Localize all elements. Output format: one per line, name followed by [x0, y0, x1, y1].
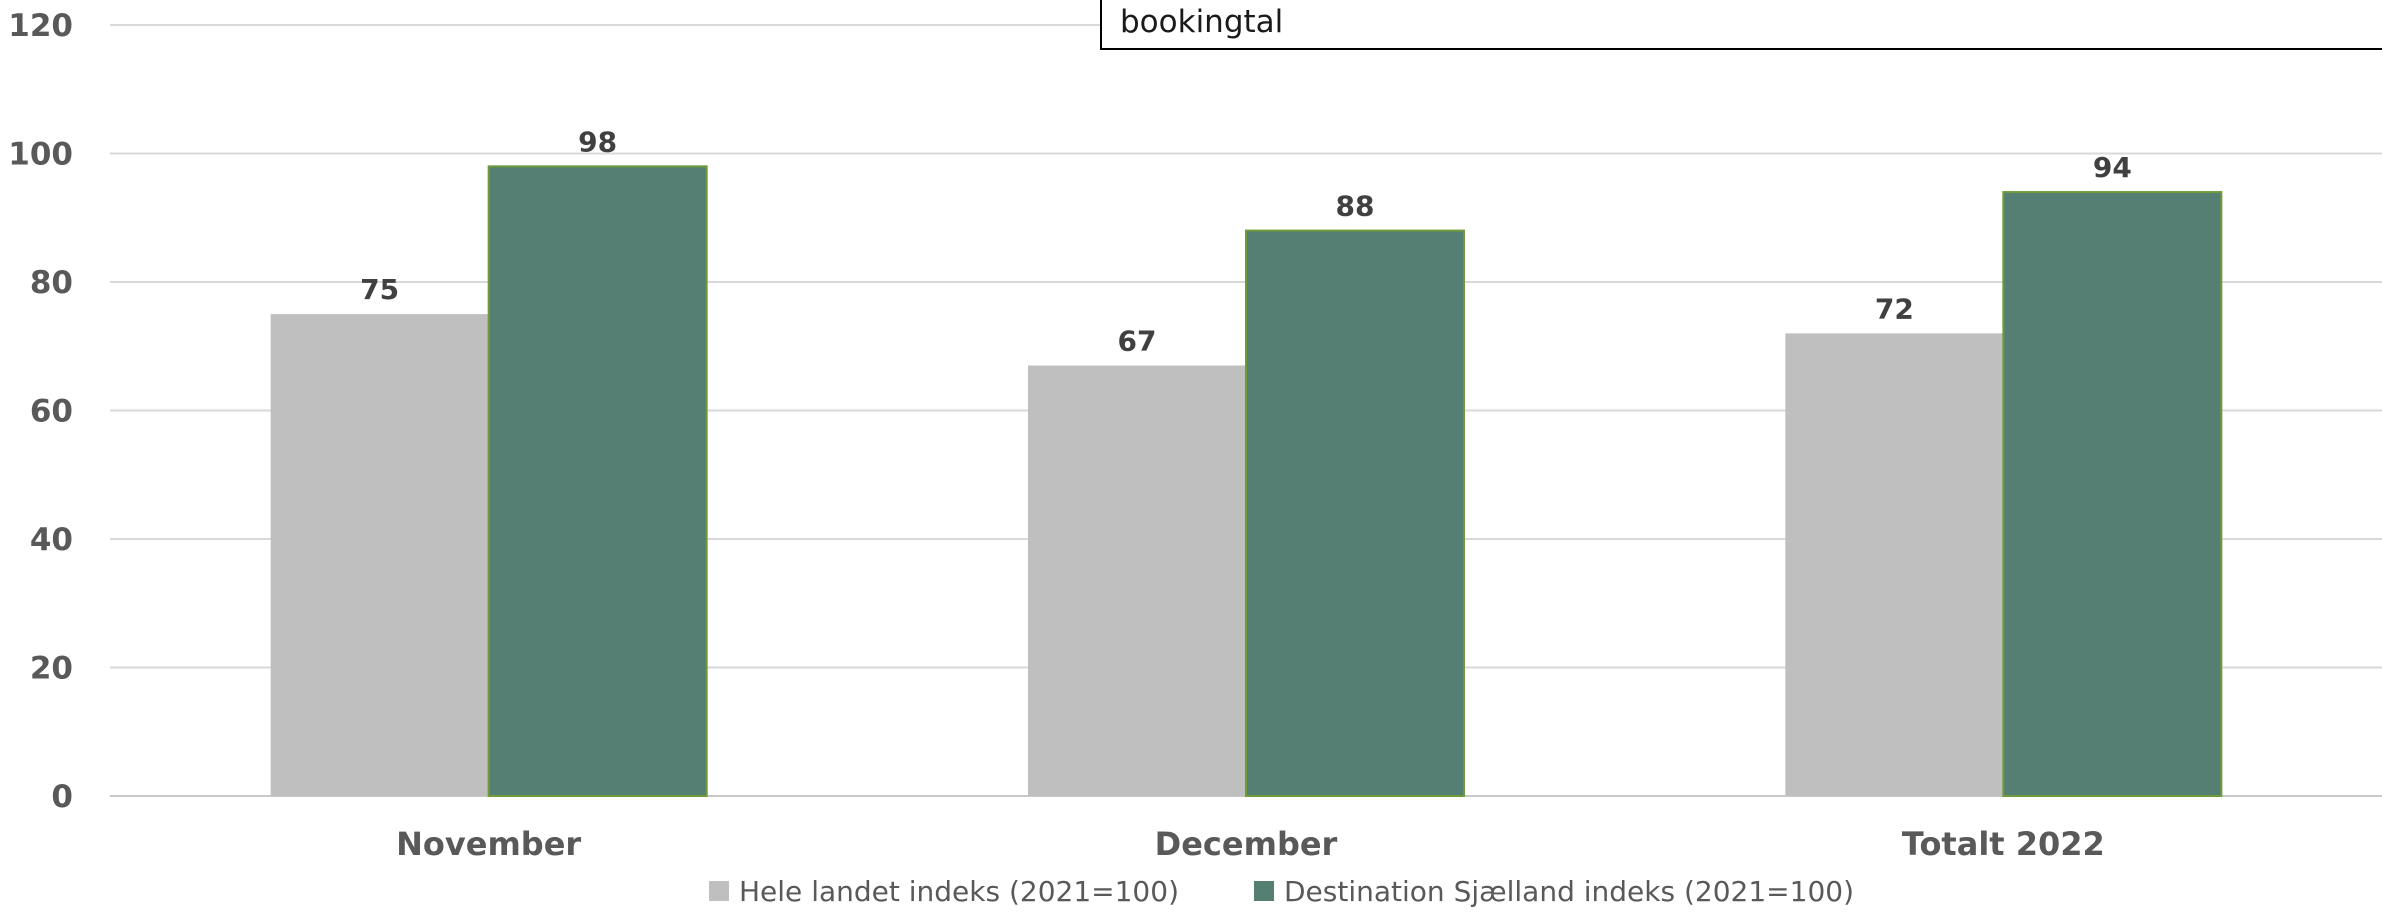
- bars: [270, 165, 2223, 798]
- data-labels: 75 98 67 88 72 94: [360, 125, 2132, 357]
- legend: Hele landet indeks (2021=100) Destination…: [709, 875, 1854, 908]
- bar: [1028, 365, 1246, 796]
- legend-label: Destination Sjælland indeks (2021=100): [1284, 875, 1854, 908]
- y-tick-label: 80: [30, 265, 73, 301]
- x-tick-label: November: [396, 825, 581, 863]
- y-tick-label: 40: [30, 522, 73, 558]
- bar: [1245, 229, 1465, 798]
- annotation-text: bookingtal: [1120, 4, 1284, 40]
- y-tick-label: 120: [8, 8, 73, 44]
- y-tick-label: 0: [51, 779, 73, 815]
- y-tick-label: 60: [30, 394, 73, 430]
- legend-swatch: [1254, 881, 1274, 901]
- bar: [2002, 191, 2223, 798]
- y-tick-label: 100: [8, 137, 73, 173]
- legend-swatch: [709, 881, 729, 901]
- y-tick-label: 20: [30, 651, 73, 687]
- data-label: 98: [578, 125, 617, 158]
- data-label: 94: [2093, 151, 2132, 184]
- bar: [1785, 333, 2004, 796]
- x-axis-tick-labels: November December Totalt 2022: [396, 825, 2105, 863]
- bar: [487, 165, 708, 798]
- legend-label: Hele landet indeks (2021=100): [739, 875, 1179, 908]
- data-label: 88: [1336, 190, 1375, 223]
- data-label: 72: [1875, 292, 1914, 325]
- data-label: 75: [360, 273, 399, 306]
- bar: [270, 314, 489, 796]
- y-axis-tick-labels: 0 20 40 60 80 100 120: [8, 8, 73, 815]
- x-tick-label: Totalt 2022: [1902, 825, 2105, 863]
- annotation-box: bookingtal: [1100, 0, 2382, 50]
- x-tick-label: December: [1155, 825, 1338, 863]
- data-label: 67: [1118, 325, 1157, 358]
